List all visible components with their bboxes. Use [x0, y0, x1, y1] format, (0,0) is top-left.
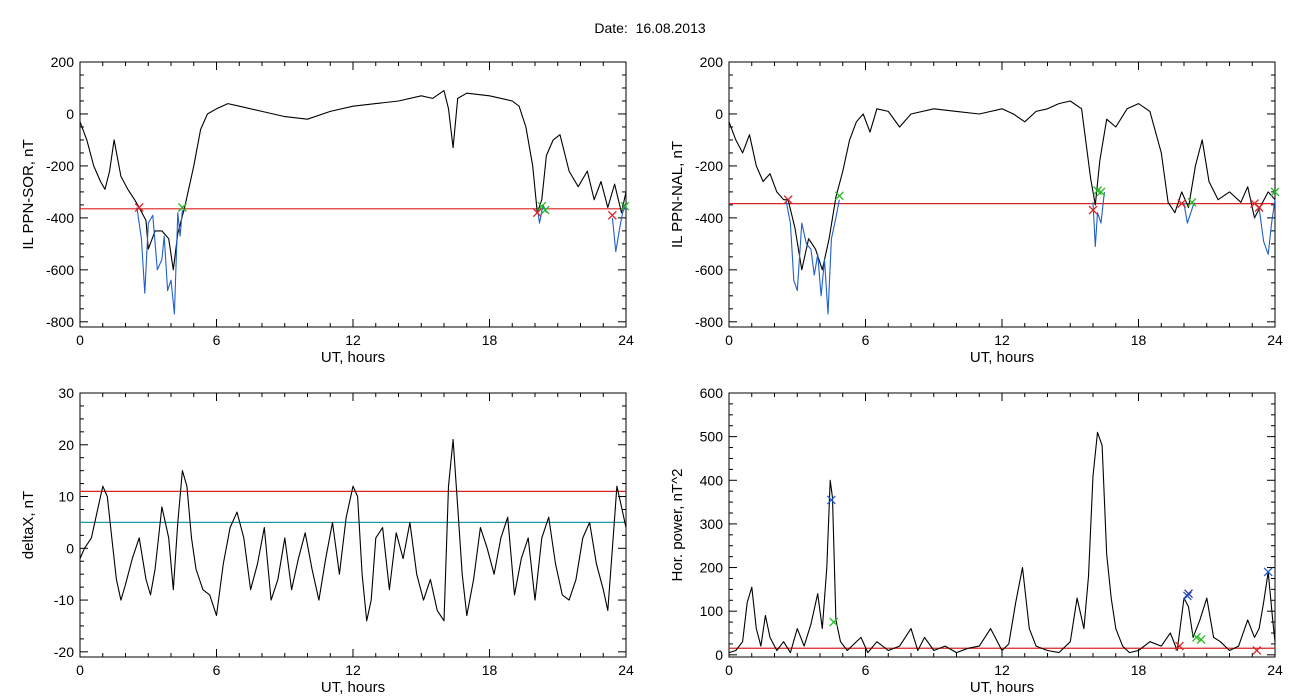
series-line-3: [1183, 202, 1195, 224]
x-tick-label: 0: [725, 332, 733, 348]
y-axis-label: Hor. power, nT^2: [669, 469, 686, 582]
x-tick-label: 0: [76, 332, 84, 348]
x-tick-label: 6: [862, 332, 870, 348]
event-marker: [826, 495, 836, 505]
x-tick-label: 24: [618, 662, 634, 678]
x-tick-label: 24: [618, 332, 634, 348]
x-tick-label: 24: [1267, 332, 1283, 348]
plot-frame: [728, 392, 1276, 658]
x-tick-label: 6: [213, 662, 221, 678]
x-axis-label: UT, hours: [970, 679, 1034, 696]
x-tick-label: 0: [76, 662, 84, 678]
x-tick-label: 12: [994, 662, 1010, 678]
y-tick-label: 0: [66, 106, 74, 122]
y-tick-label: -200: [695, 158, 723, 174]
event-marker: [834, 191, 844, 201]
y-axis-label: IL PPN-SOR, nT: [20, 139, 37, 249]
y-axis-label: deltaX, nT: [20, 491, 37, 559]
y-tick-label: -600: [46, 262, 74, 278]
x-tick-label: 18: [1131, 332, 1147, 348]
x-axis-label: UT, hours: [321, 349, 385, 366]
series-line-1: [136, 207, 183, 315]
event-marker: [1254, 203, 1264, 212]
x-tick-label: 0: [725, 662, 733, 678]
event-marker: [540, 205, 550, 215]
plot-frame: [79, 61, 627, 328]
series-line-1: [785, 199, 840, 315]
y-tick-label: -600: [695, 262, 723, 278]
x-tick-label: 6: [213, 332, 221, 348]
y-tick-label: -10: [54, 592, 74, 608]
y-tick-label: -20: [54, 644, 74, 660]
y-tick-label: -200: [46, 158, 74, 174]
y-tick-label: 200: [51, 54, 75, 70]
event-marker: [1252, 645, 1262, 655]
x-axis-label: UT, hours: [321, 679, 385, 696]
series-line-0: [728, 100, 1276, 271]
event-marker: [1263, 567, 1273, 577]
x-tick-label: 6: [862, 662, 870, 678]
y-tick-label: 600: [700, 385, 724, 401]
chart-panel-p4: 0 6 12 18 24 600 500 400 300 200 100 0 UT, hours Hor.…: [669, 385, 1283, 696]
y-tick-label: 20: [58, 437, 74, 453]
event-marker: [1088, 205, 1098, 215]
event-marker: [1192, 632, 1201, 642]
event-marker: [177, 203, 187, 212]
figure-title: Date: 16.08.2013: [594, 20, 706, 36]
event-marker: [532, 208, 542, 218]
chart-panel-p2: 0 6 12 18 24 200 0 -200 -400 -600 -800 UT, hours IL …: [669, 54, 1283, 366]
event-marker: [783, 195, 793, 205]
x-tick-label: 24: [1267, 662, 1283, 678]
y-tick-label: 30: [58, 385, 74, 401]
series-line-0: [728, 431, 1276, 654]
series-line-4: [1258, 199, 1276, 255]
series-line-0: [79, 439, 627, 622]
chart-panel-p1: 0 6 12 18 24 200 0 -200 -400 -600 -800 UT, hours IL …: [20, 54, 634, 366]
x-tick-label: 12: [345, 332, 361, 348]
y-tick-label: 300: [700, 516, 724, 532]
event-marker: [1270, 187, 1280, 197]
y-axis-label: IL PPN-NAL, nT: [669, 141, 686, 248]
series-line-2: [1092, 191, 1105, 248]
x-tick-label: 18: [1131, 662, 1147, 678]
y-tick-label: 100: [700, 603, 724, 619]
y-tick-label: -800: [46, 314, 74, 330]
y-tick-label: -400: [46, 210, 74, 226]
event-marker: [1196, 635, 1206, 645]
chart-panel-p3: 0 6 12 18 24 30 20 10 0 -10 -20 UT, hours deltaX, nT: [20, 385, 634, 696]
x-tick-label: 18: [482, 332, 498, 348]
event-marker: [1177, 199, 1187, 209]
y-tick-label: 0: [66, 540, 74, 556]
y-tick-label: -800: [695, 314, 723, 330]
x-tick-label: 12: [345, 662, 361, 678]
event-marker: [1187, 197, 1197, 207]
series-line-3: [611, 204, 627, 253]
event-marker: [829, 617, 839, 627]
y-tick-label: 0: [715, 647, 723, 663]
y-tick-label: 200: [700, 560, 724, 576]
y-tick-label: 200: [700, 54, 724, 70]
event-marker: [620, 201, 630, 211]
y-tick-label: 400: [700, 472, 724, 488]
y-tick-label: 0: [715, 106, 723, 122]
x-tick-label: 12: [994, 332, 1010, 348]
event-marker: [607, 210, 617, 220]
y-tick-label: 500: [700, 429, 724, 445]
x-tick-label: 18: [482, 662, 498, 678]
plot-frame: [728, 61, 1276, 328]
event-marker: [1184, 589, 1194, 599]
plot-frame: [79, 392, 627, 658]
event-marker: [134, 203, 144, 212]
event-marker: [1174, 641, 1184, 651]
y-tick-label: -400: [695, 210, 723, 226]
y-tick-label: 10: [58, 489, 74, 505]
x-axis-label: UT, hours: [970, 349, 1034, 366]
event-marker: [1182, 591, 1192, 601]
event-marker: [1096, 187, 1106, 197]
series-line-0: [79, 90, 627, 271]
